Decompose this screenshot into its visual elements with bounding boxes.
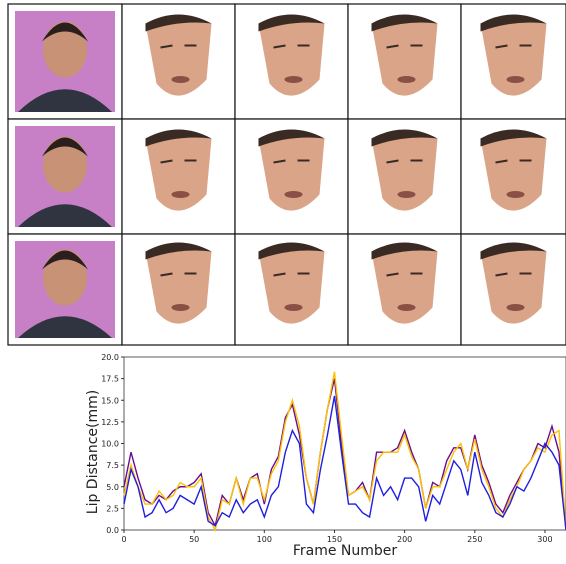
x-tick-label: 50 bbox=[189, 535, 199, 544]
y-tick-label: 2.5 bbox=[106, 504, 119, 513]
figure: Frame Number Lip Distance(mm) 0.0 2.5 5.0 7… bbox=[0, 0, 566, 560]
face-mouth bbox=[507, 304, 525, 311]
series-line bbox=[124, 372, 566, 530]
image-grid bbox=[8, 4, 566, 345]
face-mouth bbox=[172, 304, 190, 311]
series-line bbox=[124, 379, 566, 530]
y-tick-label: 12.5 bbox=[101, 418, 119, 427]
y-tick-label: 17.5 bbox=[101, 375, 119, 384]
x-tick-label: 0 bbox=[121, 535, 126, 544]
x-tick-label: 150 bbox=[327, 535, 342, 544]
x-tick-label: 200 bbox=[397, 535, 412, 544]
x-tick-label: 100 bbox=[257, 535, 272, 544]
y-tick-label: 15.0 bbox=[101, 396, 119, 405]
face-mouth bbox=[172, 76, 190, 83]
x-tick-label: 250 bbox=[467, 535, 482, 544]
face-mouth bbox=[507, 191, 525, 198]
face-mouth bbox=[398, 191, 416, 198]
x-tick-label: 300 bbox=[537, 535, 552, 544]
y-tick-label: 10.0 bbox=[101, 440, 119, 449]
face-mouth bbox=[285, 304, 303, 311]
x-axis-label: Frame Number bbox=[293, 543, 398, 559]
face-mouth bbox=[398, 304, 416, 311]
face-mouth bbox=[507, 76, 525, 83]
y-axis-label: Lip Distance(mm) bbox=[85, 390, 101, 514]
y-tick-label: 0.0 bbox=[106, 526, 119, 535]
face-mouth bbox=[172, 191, 190, 198]
plot-frame bbox=[124, 357, 566, 530]
y-tick-label: 7.5 bbox=[106, 461, 119, 470]
y-tick-label: 20.0 bbox=[101, 353, 119, 362]
y-tick-label: 5.0 bbox=[106, 483, 119, 492]
face-mouth bbox=[285, 76, 303, 83]
face-mouth bbox=[285, 191, 303, 198]
face-mouth bbox=[398, 76, 416, 83]
